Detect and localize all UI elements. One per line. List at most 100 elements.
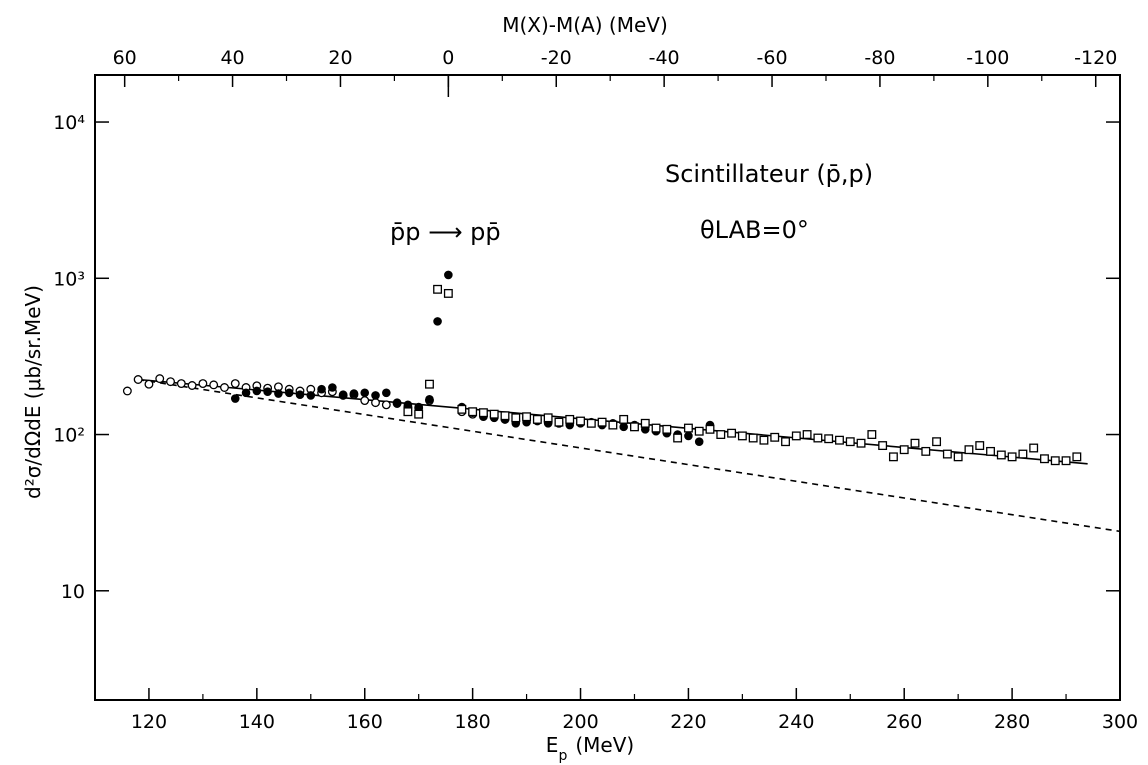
open-square-point bbox=[748, 433, 758, 443]
x-tick-label: 120 bbox=[131, 711, 167, 733]
top-tick-label: -120 bbox=[1074, 47, 1117, 69]
open-square-point bbox=[457, 404, 467, 414]
open-square-point bbox=[878, 441, 888, 451]
open-square-point bbox=[835, 435, 844, 445]
dashed-line bbox=[138, 378, 1121, 533]
top-tick-label: 0 bbox=[442, 47, 454, 69]
annotation-reaction: p̄p ⟶ pp̄ bbox=[390, 218, 501, 246]
open-square-point bbox=[597, 417, 607, 427]
top-tick-label: 40 bbox=[220, 47, 244, 69]
open-square-point bbox=[1018, 449, 1028, 459]
open-square-point bbox=[443, 288, 453, 298]
fit-lines bbox=[138, 378, 1121, 533]
open-square-point bbox=[781, 437, 790, 447]
open-square-point bbox=[737, 431, 747, 441]
filled-circle-point bbox=[414, 402, 423, 412]
open-square-point bbox=[489, 409, 499, 419]
open-square-point bbox=[554, 417, 564, 427]
open-square-point bbox=[770, 432, 780, 442]
open-square-point bbox=[640, 418, 650, 428]
x-tick-label: 180 bbox=[454, 711, 490, 733]
top-tick-label: 60 bbox=[113, 47, 137, 69]
open-square-point bbox=[694, 426, 704, 436]
open-square-point bbox=[1007, 452, 1017, 462]
open-circle-point bbox=[209, 380, 219, 390]
open-square-point bbox=[651, 423, 661, 433]
top-tick-label: -80 bbox=[864, 47, 895, 69]
open-square-point bbox=[813, 433, 823, 443]
filled-circle-point bbox=[382, 388, 391, 398]
open-square-point bbox=[888, 452, 898, 462]
x-axis-label: Ep (MeV) bbox=[546, 733, 634, 764]
x-tick-label: 300 bbox=[1102, 711, 1138, 733]
filled-circle-point bbox=[694, 437, 704, 446]
filled-circle-point bbox=[360, 388, 370, 398]
filled-circle-point bbox=[684, 431, 693, 441]
x-tick-label: 140 bbox=[239, 711, 275, 733]
open-square-point bbox=[716, 430, 726, 439]
y-axis-label: d²σ/dΩdE (μb/sr.MeV) bbox=[21, 285, 45, 499]
open-square-point bbox=[1029, 443, 1039, 453]
data-points bbox=[122, 270, 1082, 466]
filled-circle-point bbox=[444, 270, 453, 280]
open-circle-point bbox=[166, 377, 175, 387]
open-square-point bbox=[727, 428, 737, 438]
open-square-point bbox=[942, 449, 952, 459]
open-square-point bbox=[522, 412, 532, 422]
open-square-point bbox=[586, 418, 596, 428]
filled-circle-point bbox=[338, 390, 348, 399]
filled-circle-point bbox=[252, 386, 262, 396]
open-circle-point bbox=[144, 379, 154, 389]
open-square-point bbox=[511, 413, 521, 423]
open-circle-point bbox=[360, 396, 370, 406]
top-axis-label: M(X)-M(A) (MeV) bbox=[502, 13, 668, 37]
axis-ticks bbox=[95, 75, 1121, 700]
open-square-point bbox=[964, 445, 974, 455]
x-tick-label: 240 bbox=[778, 711, 814, 733]
y-tick-label: 10³ bbox=[53, 268, 85, 290]
open-square-point bbox=[433, 284, 443, 294]
open-square-point bbox=[975, 441, 985, 451]
open-square-point bbox=[468, 407, 478, 417]
x-axis-label-main: E bbox=[546, 733, 559, 757]
open-square-point bbox=[824, 434, 834, 444]
filled-circle-point bbox=[274, 389, 283, 398]
open-square-point bbox=[986, 446, 995, 456]
open-square-point bbox=[543, 413, 553, 423]
open-circle-point bbox=[122, 386, 132, 396]
top-tick-label: -20 bbox=[541, 47, 572, 69]
top-tick-label: 20 bbox=[328, 47, 352, 69]
top-tick-label: -60 bbox=[757, 47, 788, 69]
y-tick-label: 10⁴ bbox=[53, 112, 85, 134]
filled-circle-point bbox=[328, 383, 337, 392]
y-tick-label: 10² bbox=[53, 425, 85, 447]
open-square-point bbox=[759, 435, 769, 445]
open-square-point bbox=[921, 446, 931, 456]
open-square-point bbox=[478, 408, 488, 418]
open-square-point bbox=[565, 414, 575, 424]
open-square-point bbox=[403, 407, 413, 417]
annotation-angle: θLAB=0° bbox=[700, 216, 809, 244]
open-circle-point bbox=[187, 381, 197, 390]
open-square-point bbox=[932, 437, 942, 447]
filled-circle-point bbox=[306, 391, 316, 400]
open-circle-point bbox=[155, 374, 165, 384]
filled-circle-point bbox=[425, 395, 434, 404]
filled-circle-point bbox=[317, 384, 326, 394]
filled-circle-point bbox=[619, 422, 628, 432]
open-circle-point bbox=[220, 383, 229, 392]
x-tick-label: 200 bbox=[562, 711, 598, 733]
filled-circle-point bbox=[263, 387, 272, 396]
filled-circle-point bbox=[295, 390, 305, 399]
open-square-point bbox=[630, 422, 639, 432]
open-square-point bbox=[576, 416, 585, 426]
plot-frame bbox=[94, 74, 1121, 701]
open-square-point bbox=[500, 411, 510, 421]
open-square-point bbox=[414, 409, 424, 419]
open-square-point bbox=[1061, 456, 1071, 466]
open-square-point bbox=[425, 379, 434, 389]
top-tick-label: -100 bbox=[966, 47, 1009, 69]
open-circle-point bbox=[381, 400, 391, 410]
